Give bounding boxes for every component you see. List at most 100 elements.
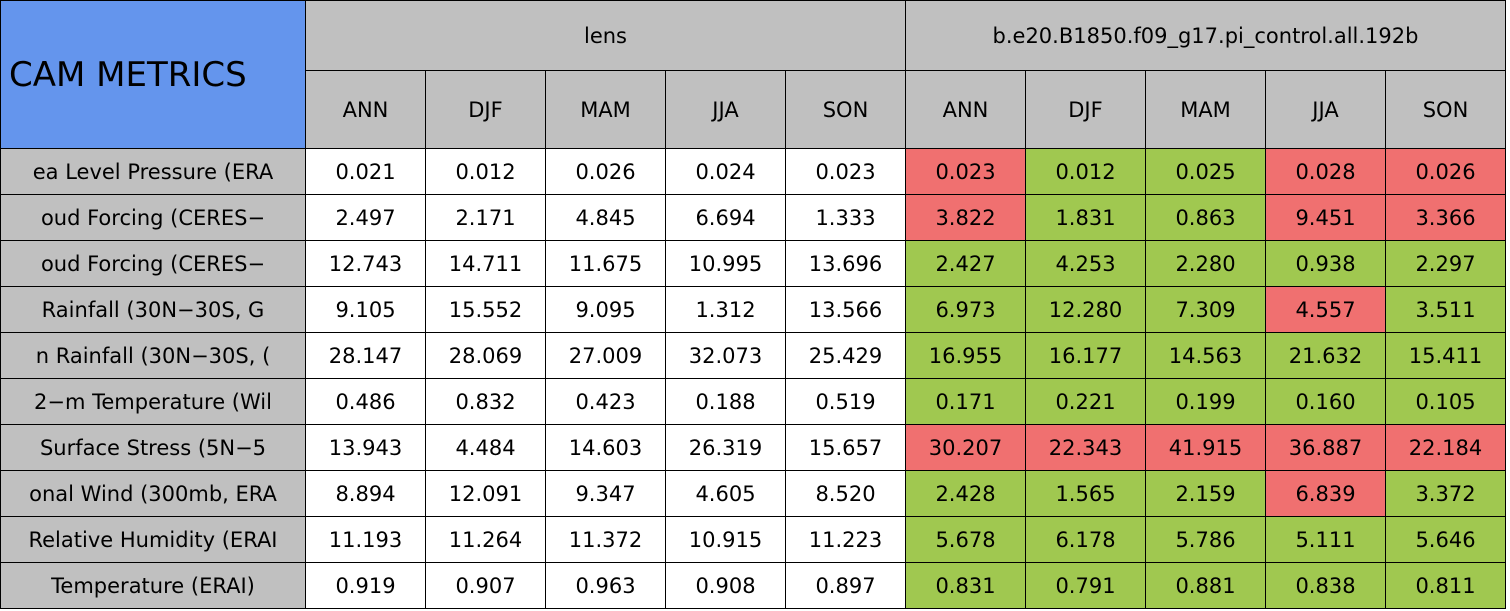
value-cell: 0.919 [305,562,426,609]
value-cell: 4.605 [665,470,786,517]
value-cell: 6.178 [1025,516,1146,563]
value-cell: 14.603 [545,424,666,471]
value-cell: 12.280 [1025,286,1146,333]
value-cell: 26.319 [665,424,786,471]
value-cell: 0.963 [545,562,666,609]
value-cell: 0.160 [1265,378,1386,425]
value-cell: 0.423 [545,378,666,425]
row-label: ea Level Pressure (ERA [0,148,306,195]
value-cell: 0.907 [425,562,546,609]
value-cell: 0.811 [1385,562,1506,609]
value-cell: 12.091 [425,470,546,517]
value-cell: 22.184 [1385,424,1506,471]
value-cell: 2.428 [905,470,1026,517]
season-header: DJF [425,70,546,149]
value-cell: 0.863 [1145,194,1266,241]
row-label: Temperature (ERAI) [0,562,306,609]
value-cell: 16.177 [1025,332,1146,379]
value-cell: 13.943 [305,424,426,471]
value-cell: 0.838 [1265,562,1386,609]
row-label: oud Forcing (CERES− [0,194,306,241]
value-cell: 0.023 [905,148,1026,195]
value-cell: 0.221 [1025,378,1146,425]
value-cell: 4.253 [1025,240,1146,287]
value-cell: 25.429 [785,332,906,379]
value-cell: 6.973 [905,286,1026,333]
value-cell: 41.915 [1145,424,1266,471]
value-cell: 5.786 [1145,516,1266,563]
value-cell: 7.309 [1145,286,1266,333]
value-cell: 1.831 [1025,194,1146,241]
row-label: 2−m Temperature (Wil [0,378,306,425]
value-cell: 22.343 [1025,424,1146,471]
season-header: MAM [1145,70,1266,149]
season-header: ANN [905,70,1026,149]
group-header: lens [305,0,906,71]
value-cell: 4.845 [545,194,666,241]
season-header: JJA [665,70,786,149]
value-cell: 0.021 [305,148,426,195]
value-cell: 2.297 [1385,240,1506,287]
value-cell: 12.743 [305,240,426,287]
value-cell: 10.995 [665,240,786,287]
value-cell: 0.908 [665,562,786,609]
value-cell: 0.012 [1025,148,1146,195]
value-cell: 28.069 [425,332,546,379]
value-cell: 2.280 [1145,240,1266,287]
value-cell: 4.484 [425,424,546,471]
group-header: b.e20.B1850.f09_g17.pi_control.all.192b [905,0,1506,71]
value-cell: 2.497 [305,194,426,241]
row-label: onal Wind (300mb, ERA [0,470,306,517]
value-cell: 11.193 [305,516,426,563]
value-cell: 0.938 [1265,240,1386,287]
season-header: MAM [545,70,666,149]
season-header: JJA [1265,70,1386,149]
value-cell: 28.147 [305,332,426,379]
value-cell: 11.264 [425,516,546,563]
value-cell: 11.675 [545,240,666,287]
value-cell: 14.711 [425,240,546,287]
season-header: ANN [305,70,426,149]
value-cell: 32.073 [665,332,786,379]
value-cell: 0.519 [785,378,906,425]
value-cell: 0.831 [905,562,1026,609]
value-cell: 0.199 [1145,378,1266,425]
value-cell: 5.678 [905,516,1026,563]
value-cell: 0.791 [1025,562,1146,609]
value-cell: 21.632 [1265,332,1386,379]
value-cell: 0.026 [545,148,666,195]
row-label: oud Forcing (CERES− [0,240,306,287]
value-cell: 13.696 [785,240,906,287]
value-cell: 0.023 [785,148,906,195]
value-cell: 13.566 [785,286,906,333]
value-cell: 8.894 [305,470,426,517]
value-cell: 6.839 [1265,470,1386,517]
value-cell: 30.207 [905,424,1026,471]
value-cell: 3.372 [1385,470,1506,517]
value-cell: 15.411 [1385,332,1506,379]
value-cell: 9.451 [1265,194,1386,241]
value-cell: 1.312 [665,286,786,333]
value-cell: 0.832 [425,378,546,425]
value-cell: 15.552 [425,286,546,333]
value-cell: 0.105 [1385,378,1506,425]
season-header: SON [1385,70,1506,149]
value-cell: 14.563 [1145,332,1266,379]
value-cell: 11.223 [785,516,906,563]
value-cell: 0.012 [425,148,546,195]
value-cell: 2.427 [905,240,1026,287]
row-label: n Rainfall (30N−30S, ( [0,332,306,379]
row-label: Surface Stress (5N−5 [0,424,306,471]
value-cell: 5.111 [1265,516,1386,563]
value-cell: 0.028 [1265,148,1386,195]
value-cell: 9.347 [545,470,666,517]
value-cell: 27.009 [545,332,666,379]
table-title: CAM METRICS [0,0,306,149]
value-cell: 1.333 [785,194,906,241]
season-header: SON [785,70,906,149]
value-cell: 0.171 [905,378,1026,425]
value-cell: 8.520 [785,470,906,517]
value-cell: 2.171 [425,194,546,241]
value-cell: 5.646 [1385,516,1506,563]
